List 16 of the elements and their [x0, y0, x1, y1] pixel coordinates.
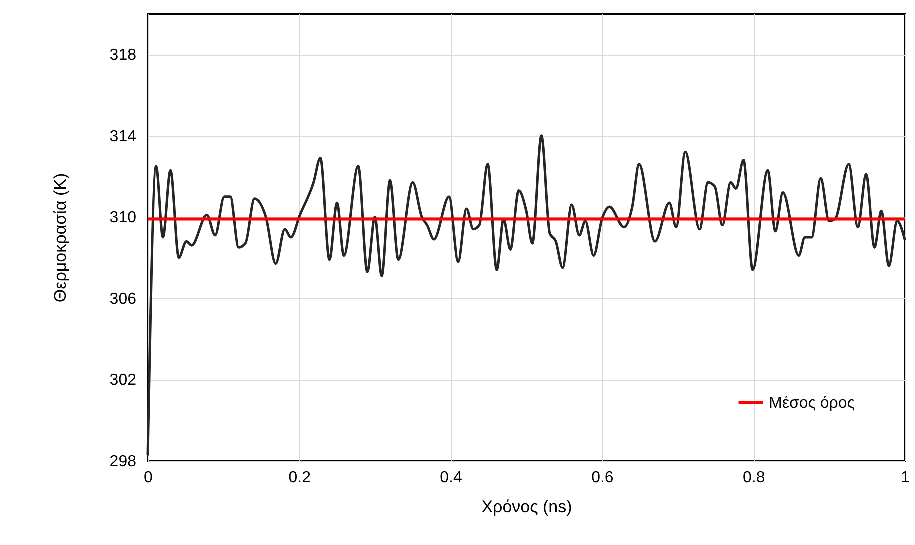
x-tick-label: 0.2	[288, 470, 312, 486]
x-tick-label: 0	[144, 470, 154, 486]
y-tick-label: 310	[110, 210, 137, 227]
y-tick-label: 298	[110, 454, 137, 470]
x-tick-label: 1	[901, 470, 910, 486]
y-tick-label: 314	[110, 128, 137, 146]
x-tick-label: 0.4	[440, 470, 463, 486]
y-axis-title: Θερμοκρασία (K)	[50, 173, 70, 303]
line-series	[146, 134, 906, 456]
x-tick-label: 0.8	[742, 470, 766, 486]
y-tick-label: 302	[110, 372, 137, 390]
y-tick-label: 306	[110, 290, 137, 308]
legend-label: Μέσος όρος	[769, 395, 856, 412]
x-axis-title: Χρόνος (ns)	[482, 498, 572, 516]
y-tick-label: 318	[110, 47, 137, 64]
x-tick-label: 0.6	[592, 470, 614, 486]
